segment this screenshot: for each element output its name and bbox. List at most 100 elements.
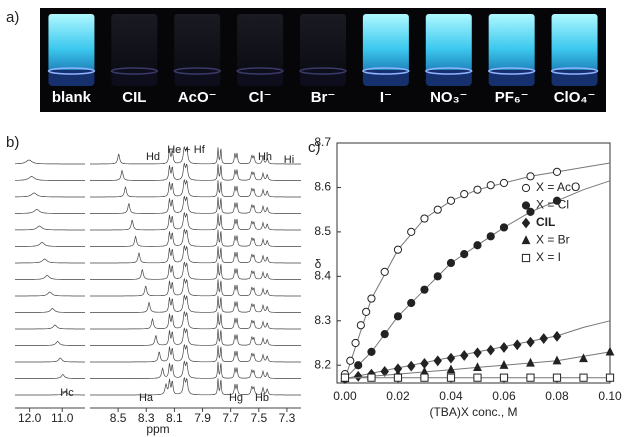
legend-label: X = Cl xyxy=(536,198,569,212)
marker xyxy=(420,373,429,382)
spectrum-trace xyxy=(90,146,301,165)
spectrum-trace xyxy=(90,244,301,264)
vial-body xyxy=(300,14,346,72)
marker xyxy=(446,364,456,374)
y-axis-label: δ xyxy=(315,257,322,271)
x-tick-label: 0.06 xyxy=(492,389,516,403)
marker xyxy=(499,342,509,353)
marker xyxy=(367,373,376,382)
spectrum-trace xyxy=(90,294,301,313)
marker xyxy=(499,373,509,382)
vial-meniscus xyxy=(47,67,96,75)
marker xyxy=(526,207,535,216)
spectrum-trace xyxy=(90,211,301,231)
marker xyxy=(473,362,482,372)
marker xyxy=(552,330,562,342)
spectrum-trace xyxy=(90,360,301,379)
vial-meniscus xyxy=(236,67,284,75)
legend-label: X = Br xyxy=(536,233,570,247)
x-tick-label: 0.10 xyxy=(598,389,622,403)
y-tick-label: 8.7 xyxy=(314,135,331,149)
spectrum-trace xyxy=(90,277,301,297)
marker xyxy=(340,373,350,382)
vial-meniscus xyxy=(362,67,410,75)
marker xyxy=(393,245,403,254)
marker xyxy=(473,347,482,359)
vial-body xyxy=(48,14,95,72)
y-tick-label: 8.5 xyxy=(314,224,331,238)
spectrum-trace xyxy=(90,179,301,198)
x-axis-label: (TBA)X conc., M xyxy=(429,405,517,419)
x-tick-label: 7.3 xyxy=(279,411,296,425)
panel-label: a) xyxy=(6,9,19,26)
marker xyxy=(460,250,469,259)
x-tick-label: 11.0 xyxy=(51,411,74,425)
vial-label: AcO⁻ xyxy=(178,89,217,106)
marker xyxy=(420,358,429,369)
spectrum-trace xyxy=(90,310,301,330)
legend-label: CIL xyxy=(536,215,555,229)
marker xyxy=(526,373,535,382)
peak-label: Hb xyxy=(255,392,269,404)
marker xyxy=(605,373,615,382)
marker xyxy=(486,181,495,190)
marker xyxy=(406,360,416,372)
marker xyxy=(446,258,456,268)
marker xyxy=(499,360,509,369)
y-tick-label: 8.3 xyxy=(314,313,331,327)
legend-marker xyxy=(521,217,531,229)
marker xyxy=(539,333,548,344)
spectrum-trace xyxy=(15,308,85,313)
spectrum-trace xyxy=(15,176,85,181)
y-tick-label: 8.6 xyxy=(314,180,331,194)
spectrum-trace xyxy=(15,291,85,297)
x-tick-label: 0.04 xyxy=(439,389,463,403)
marker xyxy=(380,366,389,377)
legend-label: X = I xyxy=(536,250,561,264)
spectrum-trace xyxy=(15,390,85,396)
marker xyxy=(526,357,535,367)
vial-body xyxy=(237,14,284,72)
spectrum-trace xyxy=(15,159,85,165)
vial-label: I⁻ xyxy=(380,89,392,106)
vial-label: Cl⁻ xyxy=(249,89,272,106)
vial-label: blank xyxy=(52,89,92,106)
vial-label: CIL xyxy=(122,89,146,106)
vial-label: Br⁻ xyxy=(311,89,336,106)
peak-label: Hh xyxy=(258,151,272,163)
marker xyxy=(499,178,509,188)
marker xyxy=(367,347,376,356)
legend-marker xyxy=(521,183,531,193)
vial-body xyxy=(425,14,472,72)
spectrum-trace xyxy=(15,324,85,330)
vial-body xyxy=(488,14,535,72)
spectrum-trace xyxy=(90,376,301,396)
spectrum-trace xyxy=(15,374,85,379)
peak-label: Ha xyxy=(139,392,154,404)
marker xyxy=(473,185,482,194)
marker xyxy=(579,353,588,363)
vial-label: NO₃⁻ xyxy=(430,89,467,106)
panel-label: b) xyxy=(6,134,19,151)
peak-label: Hi xyxy=(284,154,294,166)
marker xyxy=(579,373,588,382)
marker xyxy=(356,321,365,330)
marker xyxy=(460,190,469,199)
plot-frame xyxy=(336,142,611,384)
marker xyxy=(526,172,535,181)
marker xyxy=(393,312,403,321)
marker xyxy=(552,167,562,176)
marker xyxy=(552,373,562,382)
legend-label: X = AcO xyxy=(536,180,580,194)
marker xyxy=(354,361,363,370)
vials: blank CIL AcO⁻ Cl⁻ Br⁻ I⁻ NO₃⁻ PF₆⁻ ClO₄⁻ xyxy=(47,14,599,106)
peak-label: He + Hf xyxy=(167,144,206,156)
x-tick-label: 8.1 xyxy=(166,411,183,425)
marker xyxy=(346,356,355,365)
marker xyxy=(362,307,371,316)
x-tick-label: 0.02 xyxy=(386,389,410,403)
vial-meniscus xyxy=(173,67,221,75)
marker xyxy=(473,373,482,382)
marker xyxy=(499,223,509,232)
